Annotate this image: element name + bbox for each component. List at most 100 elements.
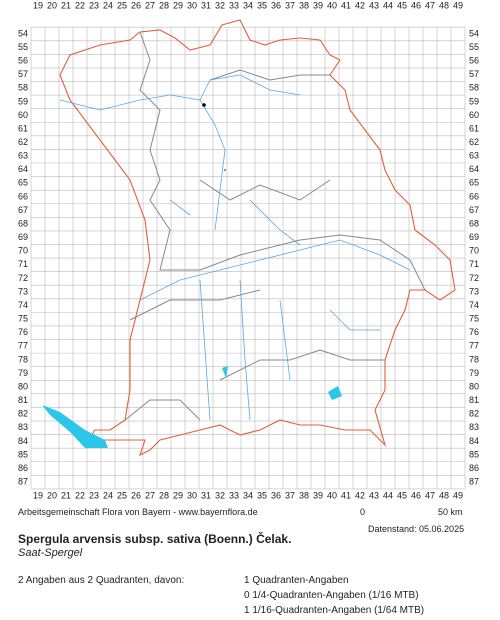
row-label: 76	[18, 327, 28, 337]
column-label: 48	[439, 490, 449, 500]
column-label: 39	[313, 0, 323, 10]
row-label: 79	[469, 368, 479, 378]
column-label: 24	[103, 490, 113, 500]
column-label: 47	[425, 0, 435, 10]
row-label: 54	[18, 28, 28, 38]
lake	[42, 405, 108, 448]
column-label: 19	[33, 0, 43, 10]
row-label: 57	[469, 69, 479, 79]
column-label: 21	[61, 0, 71, 10]
row-label: 87	[18, 477, 28, 487]
column-label: 44	[383, 0, 393, 10]
row-label: 64	[469, 164, 479, 174]
row-label: 86	[18, 463, 28, 473]
column-label: 43	[369, 490, 379, 500]
row-label: 54	[469, 28, 479, 38]
summary-line: 1 Quadranten-Angaben	[244, 575, 349, 586]
row-label: 57	[18, 69, 28, 79]
summary-line: 0 1/4-Quadranten-Angaben (1/16 MTB)	[244, 590, 419, 601]
column-label: 19	[33, 490, 43, 500]
row-label: 86	[469, 463, 479, 473]
row-label: 70	[469, 246, 479, 256]
occurrence-dot	[202, 103, 206, 107]
column-label: 25	[117, 0, 127, 10]
row-label: 69	[469, 232, 479, 242]
row-label: 55	[469, 42, 479, 52]
column-label: 24	[103, 0, 113, 10]
row-label: 59	[18, 96, 28, 106]
species-subtitle: Saat-Spergel	[18, 547, 83, 559]
row-label: 78	[469, 354, 479, 364]
row-label: 71	[18, 259, 28, 269]
column-label: 38	[299, 490, 309, 500]
column-label: 33	[229, 0, 239, 10]
column-label: 44	[383, 490, 393, 500]
summary-total: 2 Angaben aus 2 Quadranten, davon:	[18, 575, 185, 586]
column-label: 25	[117, 490, 127, 500]
row-label: 73	[469, 286, 479, 296]
row-label: 65	[18, 178, 28, 188]
column-label: 46	[411, 490, 421, 500]
row-label: 78	[18, 354, 28, 364]
row-label: 84	[469, 436, 479, 446]
row-label: 68	[18, 218, 28, 228]
row-label: 74	[18, 300, 28, 310]
lake	[222, 366, 342, 400]
column-label: 49	[453, 490, 463, 500]
column-label: 38	[299, 0, 309, 10]
row-label: 56	[469, 56, 479, 66]
column-label: 23	[89, 0, 99, 10]
row-label: 72	[469, 273, 479, 283]
row-label: 77	[18, 341, 28, 351]
row-label: 75	[18, 314, 28, 324]
row-label: 81	[469, 395, 479, 405]
column-label: 40	[327, 490, 337, 500]
row-label: 55	[18, 42, 28, 52]
row-label: 73	[18, 286, 28, 296]
row-label: 66	[469, 191, 479, 201]
summary-line: 1 1/16-Quadranten-Angaben (1/64 MTB)	[244, 605, 425, 616]
rivers	[59, 74, 411, 421]
column-label: 34	[243, 490, 253, 500]
column-label: 36	[271, 0, 281, 10]
row-label: 87	[469, 477, 479, 487]
column-label: 48	[439, 0, 449, 10]
column-label: 26	[131, 490, 141, 500]
column-label: 22	[75, 0, 85, 10]
column-label: 20	[47, 490, 57, 500]
row-label: 59	[469, 96, 479, 106]
species-title: Spergula arvensis subsp. sativa (Boenn.)…	[18, 532, 292, 546]
row-label: 61	[18, 123, 28, 133]
district-borders	[124, 31, 426, 421]
column-label: 36	[271, 490, 281, 500]
column-label: 40	[327, 0, 337, 10]
column-label: 32	[215, 490, 225, 500]
row-label: 60	[18, 110, 28, 120]
column-label: 27	[145, 0, 155, 10]
column-label: 34	[243, 0, 253, 10]
occurrence-dot	[224, 169, 226, 171]
row-label: 82	[469, 409, 479, 419]
column-label: 32	[215, 0, 225, 10]
row-label: 67	[469, 205, 479, 215]
column-label: 28	[159, 0, 169, 10]
column-label: 45	[397, 490, 407, 500]
column-label: 26	[131, 0, 141, 10]
row-label: 62	[18, 137, 28, 147]
column-label: 49	[453, 0, 463, 10]
row-label: 62	[469, 137, 479, 147]
column-label: 31	[201, 0, 211, 10]
row-label: 67	[18, 205, 28, 215]
column-label: 43	[369, 0, 379, 10]
row-label: 70	[18, 246, 28, 256]
scale-start: 0	[360, 507, 366, 517]
row-label: 68	[469, 218, 479, 228]
row-label: 85	[18, 449, 28, 459]
column-label: 35	[257, 490, 267, 500]
column-label: 21	[61, 490, 71, 500]
column-label: 29	[173, 490, 183, 500]
column-label: 20	[47, 0, 57, 10]
column-label: 30	[187, 0, 197, 10]
column-label: 35	[257, 0, 267, 10]
